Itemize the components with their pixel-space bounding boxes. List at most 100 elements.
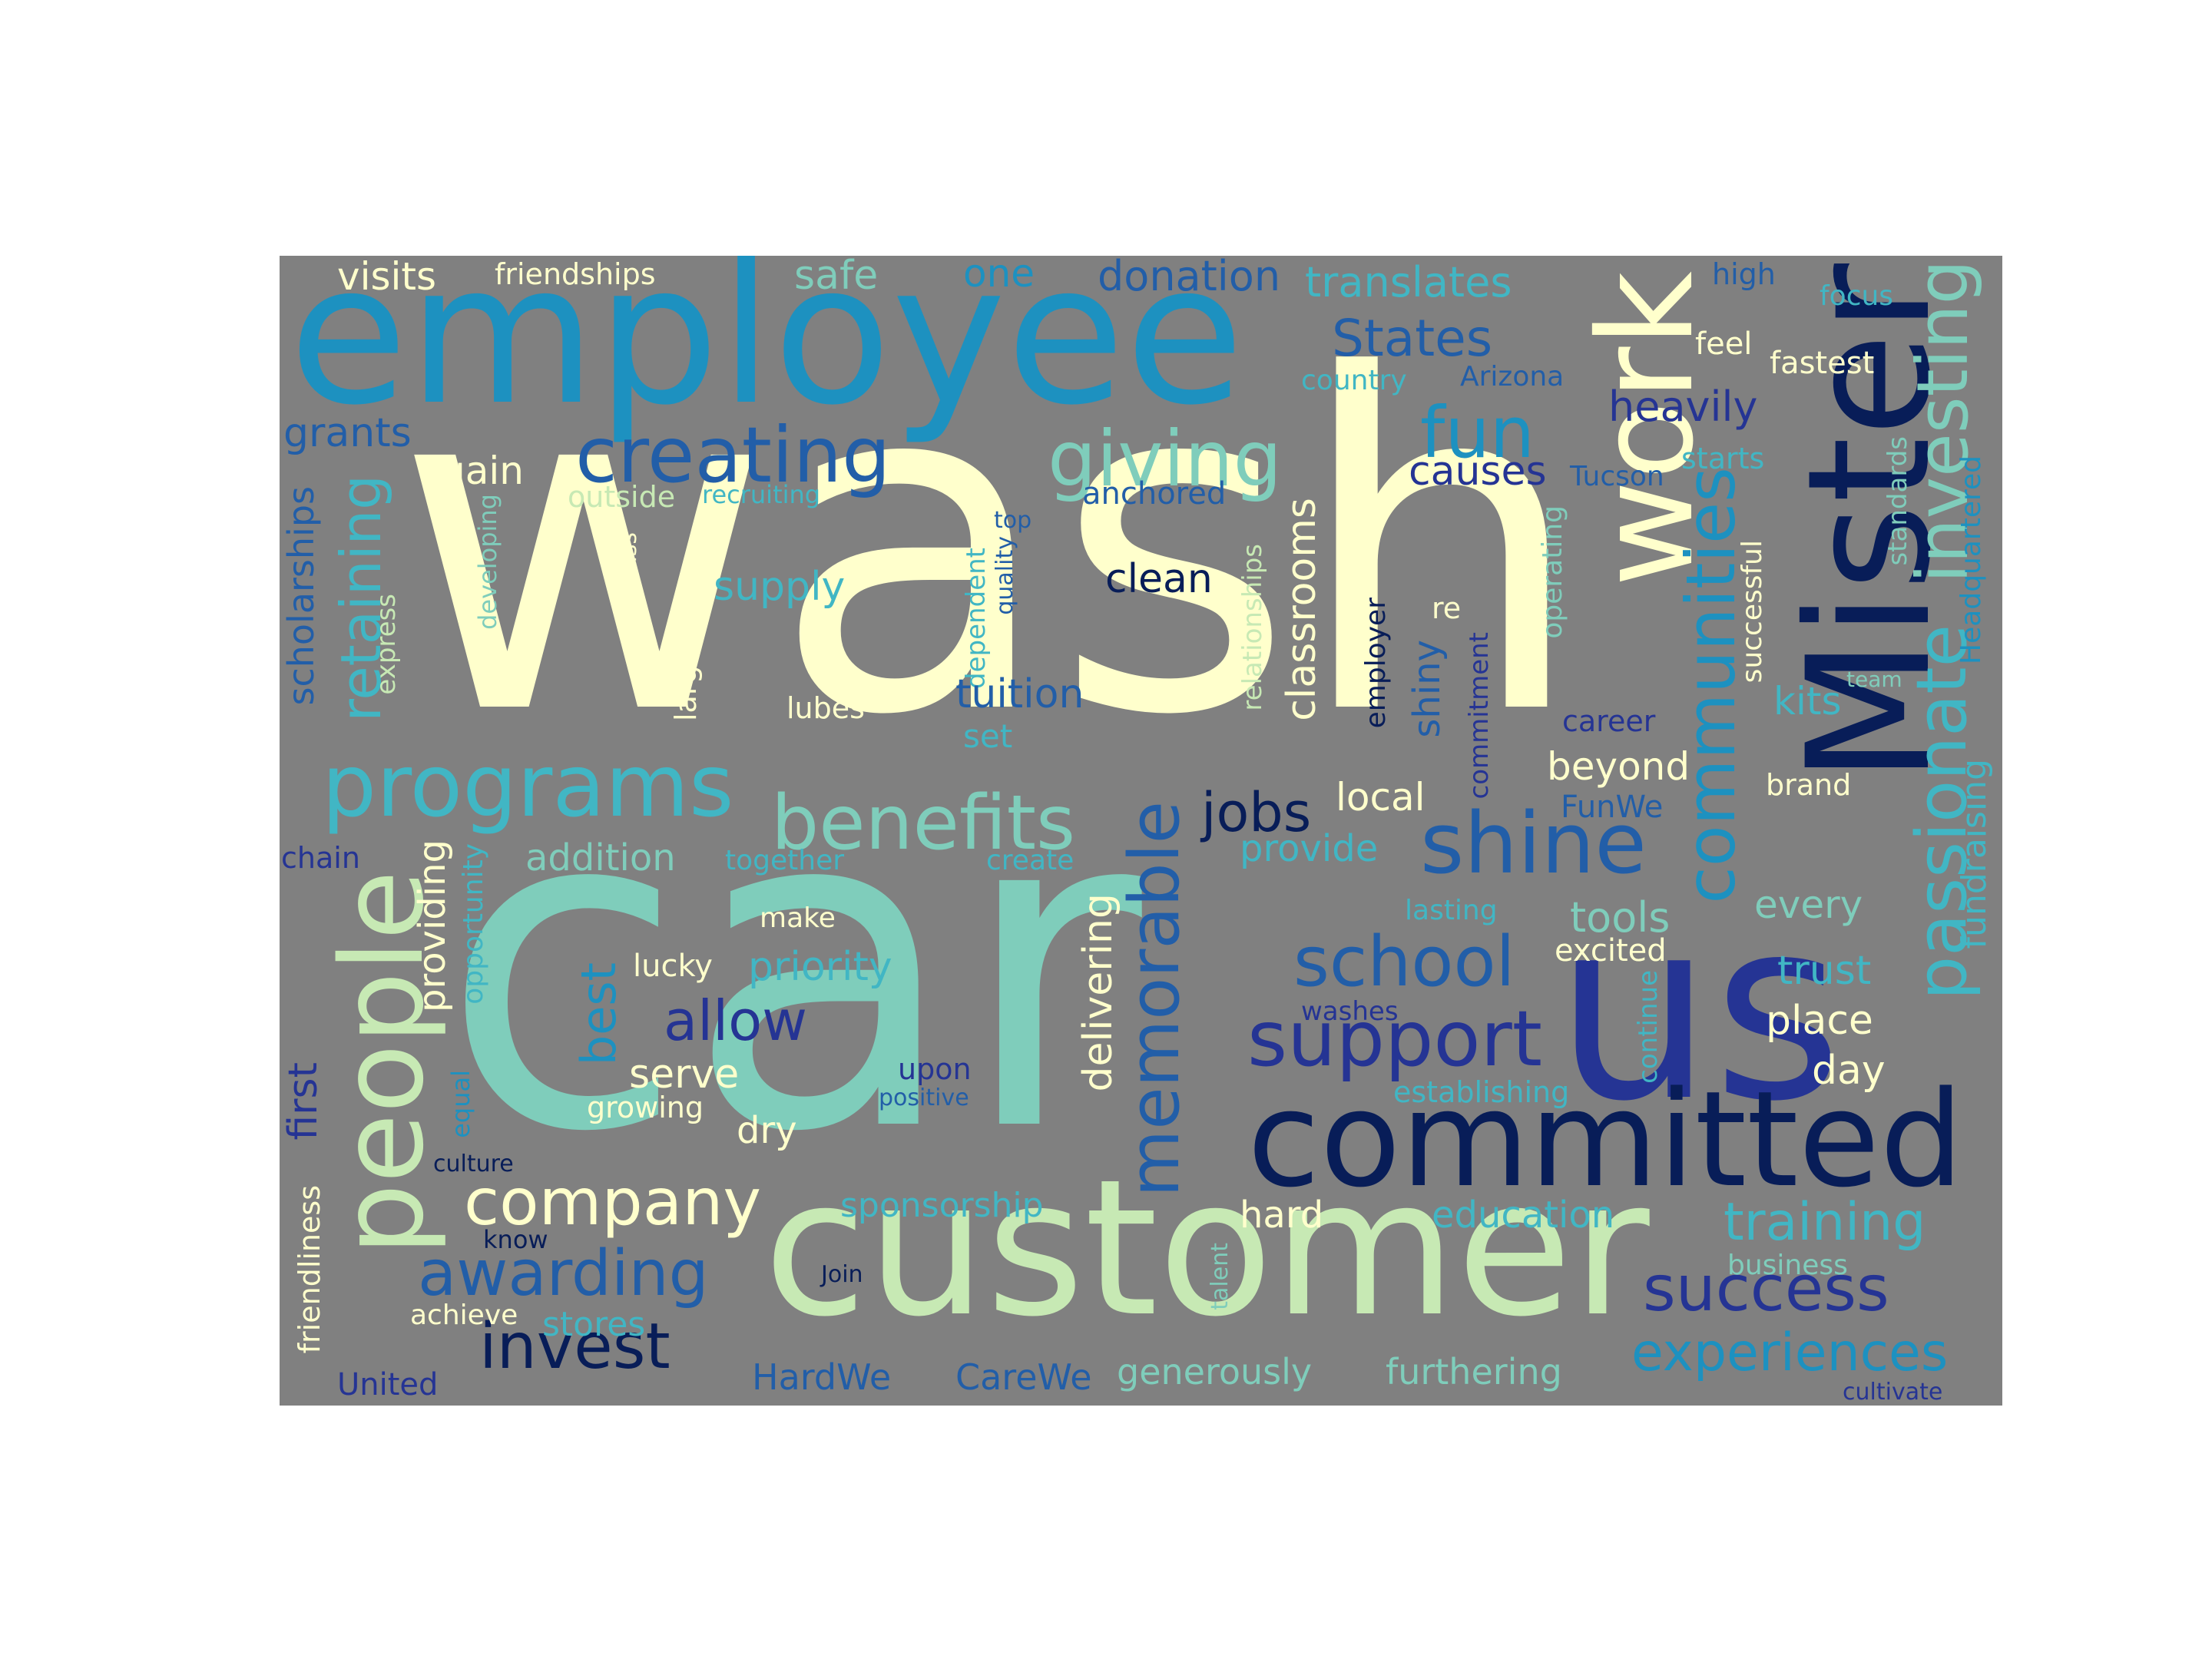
word-anchored: anchored	[1082, 476, 1227, 512]
word-standards: standards	[1883, 436, 1913, 566]
word-every: every	[1754, 882, 1863, 927]
word-tools: tools	[1570, 893, 1671, 942]
word-friendliness: friendliness	[293, 1185, 326, 1354]
word-starts: starts	[1681, 442, 1765, 475]
word-fundraising: fundraising	[1955, 759, 1994, 949]
word-grants: grants	[283, 410, 412, 456]
word-tucson: Tucson	[1570, 461, 1664, 492]
word-jobs: jobs	[1201, 781, 1312, 844]
word-car: car	[441, 710, 1142, 1229]
word-fastest: fastest	[1770, 346, 1875, 381]
word-hard: hard	[1240, 1194, 1324, 1237]
word-generously: generously	[1117, 1351, 1313, 1392]
word-states: States	[1332, 309, 1493, 368]
word-dry: dry	[737, 1109, 797, 1152]
word-communities: communities	[1671, 467, 1750, 904]
word-sponsorship: sponsorship	[840, 1186, 1044, 1225]
word-causes: causes	[1409, 449, 1547, 495]
word-best: best	[571, 962, 627, 1066]
word-education: education	[1432, 1194, 1615, 1237]
word-addition: addition	[525, 836, 676, 879]
word-excited: excited	[1555, 933, 1667, 969]
word-make: make	[760, 902, 836, 934]
word-career: career	[1562, 704, 1656, 738]
word-chain: chain	[281, 841, 360, 875]
word-donation: donation	[1098, 256, 1281, 300]
word-dependent: dependent	[961, 548, 992, 689]
word-funwe: FunWe	[1561, 790, 1664, 825]
word-provide: provide	[1240, 827, 1379, 870]
word-fun: fun	[1420, 392, 1535, 474]
word-friendships: friendships	[495, 257, 656, 291]
word-brand: brand	[1766, 768, 1852, 802]
word-high: high	[1712, 257, 1776, 291]
word-employee: employee	[289, 256, 1244, 448]
word-beyond: beyond	[1547, 744, 1690, 789]
word-know: know	[483, 1225, 548, 1254]
word-equal: equal	[446, 1070, 475, 1138]
word-re: re	[1432, 591, 1462, 625]
word-cloud: wash car employee customer us Mister com…	[280, 256, 2002, 1406]
word-join: Join	[821, 1261, 863, 1288]
word-operating: operating	[1537, 505, 1568, 639]
word-positive: positive	[879, 1084, 969, 1111]
word-commitment: commitment	[1464, 632, 1495, 800]
word-culture: culture	[433, 1151, 514, 1177]
word-place: place	[1766, 998, 1873, 1044]
word-serve: serve	[629, 1051, 740, 1098]
word-training: training	[1724, 1192, 1926, 1253]
word-memorable: memorable	[1114, 801, 1195, 1197]
word-first: first	[280, 1062, 326, 1141]
word-shine: shine	[1420, 794, 1647, 892]
word-clean: clean	[1105, 556, 1213, 602]
word-country: country	[1301, 365, 1407, 396]
word-supply: supply	[714, 564, 846, 610]
word-create: create	[986, 845, 1075, 876]
word-carewe: CareWe	[955, 1356, 1092, 1398]
word-trust: trust	[1777, 948, 1872, 994]
word-scholarships: scholarships	[280, 486, 322, 706]
word-lubes: lubes	[786, 691, 865, 725]
word-creating: creating	[575, 410, 891, 500]
word-hardwe: HardWe	[752, 1356, 892, 1398]
word-headquartered: Headquartered	[1955, 455, 1987, 664]
word-tuition: tuition	[955, 671, 1084, 717]
word-continue: continue	[1633, 970, 1664, 1084]
word-together: together	[725, 845, 845, 876]
word-one: one	[963, 256, 1035, 296]
word-translates: translates	[1305, 258, 1512, 306]
word-kits: kits	[1773, 679, 1842, 724]
word-employer: employer	[1360, 598, 1392, 729]
word-company: company	[464, 1164, 762, 1240]
word-programs: programs	[322, 737, 734, 836]
word-stores: stores	[542, 1305, 646, 1344]
word-recruiting: recruiting	[702, 480, 821, 509]
word-quality: quality	[992, 536, 1018, 615]
word-washes: washes	[1301, 996, 1399, 1027]
word-largest: largest	[669, 621, 703, 721]
word-team: team	[1846, 667, 1902, 692]
word-opportunity: opportunity	[458, 843, 489, 1005]
word-safe: safe	[794, 256, 879, 299]
word-successful: successful	[1737, 540, 1768, 684]
word-united: United	[337, 1367, 439, 1402]
word-developing: developing	[473, 494, 502, 630]
word-heavily: heavily	[1608, 382, 1758, 431]
word-focus: focus	[1820, 280, 1894, 312]
word-growing: growing	[587, 1091, 704, 1124]
word-furthering: furthering	[1386, 1351, 1562, 1392]
word-school: school	[1293, 922, 1515, 1002]
word-classrooms: classrooms	[1279, 498, 1325, 721]
word-invest: invest	[479, 1310, 671, 1383]
word-establishing: establishing	[1393, 1075, 1570, 1109]
word-awarding: awarding	[418, 1237, 709, 1310]
word-feel: feel	[1695, 326, 1753, 362]
word-wash: wash	[395, 279, 1587, 816]
word-lucky: lucky	[633, 949, 713, 984]
word-business: business	[1727, 1250, 1848, 1281]
word-express: express	[371, 594, 402, 695]
word-delivering: delivering	[1075, 893, 1121, 1092]
word-giving: giving	[1048, 414, 1283, 504]
word-achieve: achieve	[410, 1300, 518, 1331]
word-experiences: experiences	[1631, 1323, 1949, 1383]
